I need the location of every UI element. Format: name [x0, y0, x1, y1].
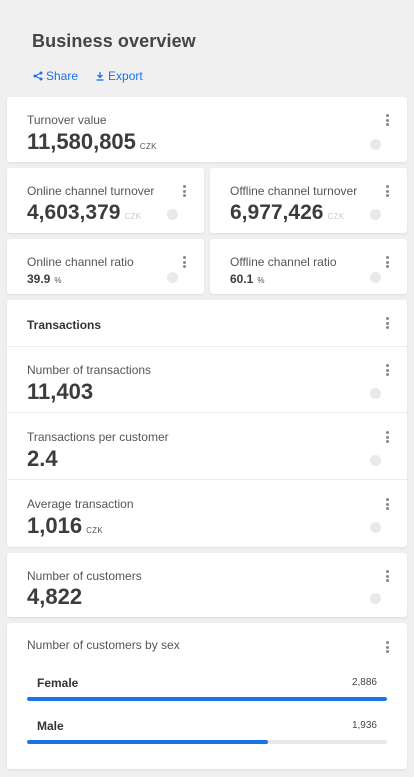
- offline-ratio-number: 60.1: [230, 272, 254, 286]
- status-dot: [370, 209, 381, 220]
- online-ratio-number: 39.9: [27, 272, 51, 286]
- kebab-menu-icon[interactable]: [385, 185, 389, 197]
- online-turnover-unit: CZK: [124, 212, 142, 221]
- offline-ratio-label: Offline channel ratio: [230, 255, 337, 269]
- offline-turnover-label: Offline channel turnover: [230, 184, 358, 198]
- kebab-menu-icon[interactable]: [385, 570, 389, 582]
- export-button[interactable]: Export: [95, 69, 143, 83]
- transactions-per-customer-value: 2.4: [27, 446, 58, 472]
- transactions-count-label: Number of transactions: [27, 363, 152, 377]
- female-label: Female: [37, 676, 79, 690]
- kebab-menu-icon[interactable]: [182, 256, 186, 268]
- average-transaction-item: Average transaction 1,016 CZK: [7, 481, 407, 546]
- status-dot: [370, 522, 381, 533]
- offline-turnover-number: 6,977,426: [230, 201, 324, 224]
- online-ratio-unit: %: [54, 276, 62, 285]
- kebab-menu-icon[interactable]: [385, 498, 389, 510]
- transactions-per-customer-number: 2.4: [27, 446, 58, 471]
- customers-number: 4,822: [27, 584, 83, 609]
- status-dot: [370, 139, 381, 150]
- turnover-card: Turnover value 11,580,805 CZK: [7, 97, 407, 162]
- turnover-unit: CZK: [139, 142, 157, 151]
- male-label: Male: [37, 719, 64, 733]
- transactions-per-customer-label: Transactions per customer: [27, 430, 169, 444]
- customers-card: Number of customers 4,822: [7, 553, 407, 617]
- online-ratio-label: Online channel ratio: [27, 255, 134, 269]
- divider: [7, 412, 407, 413]
- online-ratio-card: Online channel ratio 39.9 %: [7, 239, 204, 294]
- status-dot: [167, 272, 178, 283]
- female-bar-fill: [27, 697, 387, 701]
- kebab-menu-icon[interactable]: [385, 317, 389, 329]
- transactions-count-item: Number of transactions 11,403: [7, 347, 407, 412]
- offline-ratio-card: Offline channel ratio 60.1 %: [210, 239, 407, 294]
- header-actions: Share Export: [33, 69, 143, 83]
- turnover-number: 11,580,805: [27, 129, 136, 154]
- transactions-count-value: 11,403: [27, 379, 93, 405]
- online-ratio-value: 39.9 %: [27, 272, 62, 286]
- online-turnover-number: 4,603,379: [27, 201, 121, 224]
- offline-turnover-value: 6,977,426 CZK: [230, 201, 344, 225]
- kebab-menu-icon[interactable]: [385, 114, 389, 126]
- turnover-label: Turnover value: [27, 113, 107, 127]
- online-turnover-card: Online channel turnover 4,603,379 CZK: [7, 168, 204, 233]
- transactions-per-customer-item: Transactions per customer 2.4: [7, 414, 407, 479]
- offline-turnover-unit: CZK: [327, 212, 345, 221]
- offline-ratio-value: 60.1 %: [230, 272, 265, 286]
- offline-turnover-card: Offline channel turnover 6,977,426 CZK: [210, 168, 407, 233]
- page-header: Business overview: [32, 31, 196, 52]
- status-dot: [167, 209, 178, 220]
- share-button[interactable]: Share: [33, 69, 78, 83]
- customers-label: Number of customers: [27, 569, 142, 583]
- download-icon: [96, 72, 104, 81]
- kebab-menu-icon[interactable]: [385, 256, 389, 268]
- kebab-menu-icon[interactable]: [182, 185, 186, 197]
- status-dot: [370, 593, 381, 604]
- female-count: 2,886: [351, 677, 377, 688]
- online-turnover-value: 4,603,379 CZK: [27, 201, 141, 225]
- female-bar: [27, 697, 387, 701]
- transactions-title: Transactions: [27, 318, 102, 332]
- average-transaction-number: 1,016: [27, 513, 83, 538]
- kebab-menu-icon[interactable]: [385, 641, 389, 653]
- share-label: Share: [46, 69, 79, 83]
- status-dot: [370, 272, 381, 283]
- transactions-count-number: 11,403: [27, 379, 94, 404]
- male-bar-fill: [27, 740, 269, 744]
- average-transaction-unit: CZK: [86, 526, 103, 535]
- customers-by-sex-card: Number of customers by sex Female 2,886 …: [7, 623, 407, 769]
- turnover-value: 11,580,805 CZK: [27, 129, 157, 155]
- average-transaction-label: Average transaction: [27, 497, 134, 511]
- share-icon: [33, 71, 43, 81]
- status-dot: [370, 388, 381, 399]
- male-bar: [27, 740, 387, 744]
- kebab-menu-icon[interactable]: [385, 431, 389, 443]
- divider: [7, 346, 407, 347]
- divider: [7, 479, 407, 480]
- male-count: 1,936: [351, 720, 377, 731]
- offline-ratio-unit: %: [257, 276, 265, 285]
- export-label: Export: [108, 69, 143, 83]
- customers-by-sex-title: Number of customers by sex: [27, 638, 180, 652]
- transactions-card: Transactions Number of transactions 11,4…: [7, 300, 407, 547]
- page-title: Business overview: [32, 31, 196, 51]
- status-dot: [370, 455, 381, 466]
- kebab-menu-icon[interactable]: [385, 364, 389, 376]
- online-turnover-label: Online channel turnover: [27, 184, 155, 198]
- customers-value: 4,822: [27, 584, 82, 610]
- average-transaction-value: 1,016 CZK: [27, 513, 103, 539]
